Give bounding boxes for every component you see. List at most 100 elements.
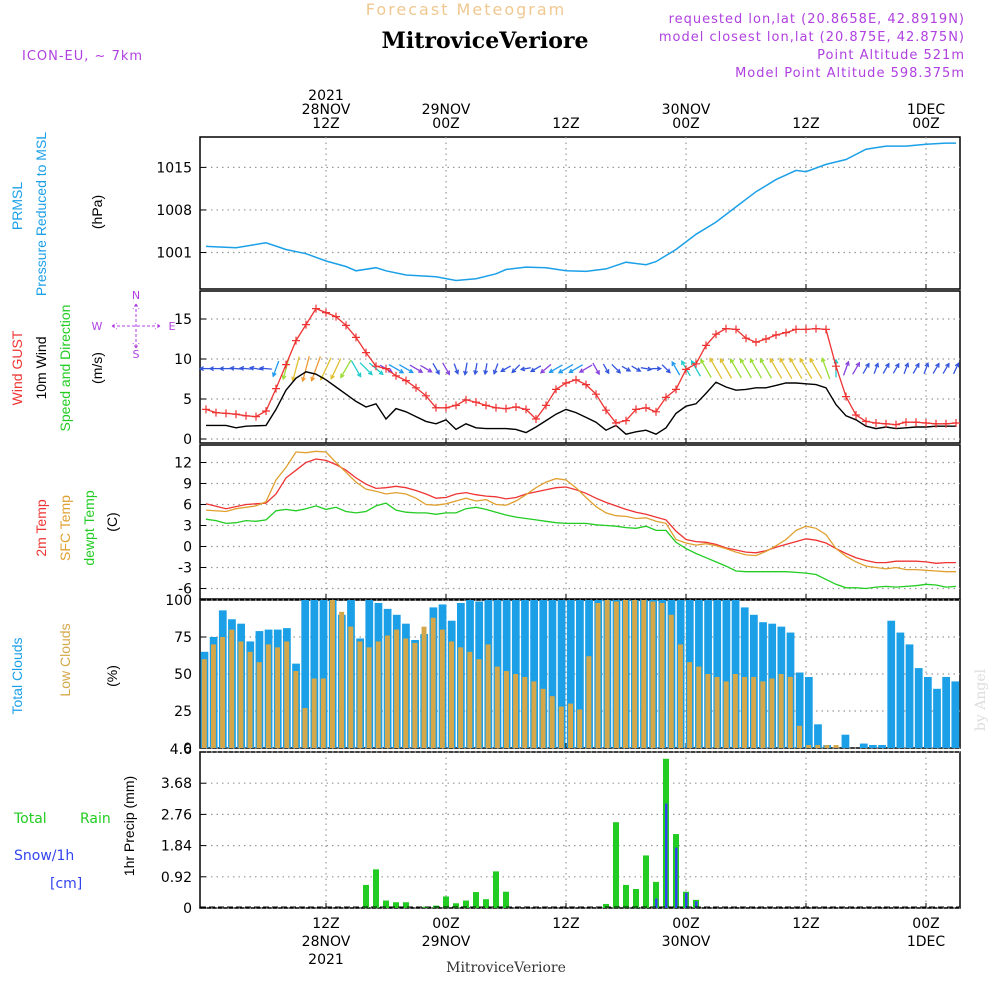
low-cloud-bar (742, 676, 747, 748)
gust-marker (422, 391, 430, 400)
low-cloud-bar (632, 600, 638, 748)
wind-arrow-head (709, 357, 714, 363)
wind-arrow (779, 357, 793, 380)
wind-arrow (548, 364, 563, 373)
wind-arrow (882, 362, 890, 374)
wind-arrow (483, 363, 489, 376)
model-altitude: Model Point Altitude 598.375m (735, 66, 965, 81)
low-cloud-bar (513, 674, 519, 748)
total-cloud-bar (319, 600, 328, 748)
snow-bar (665, 803, 668, 908)
wind-arrow (473, 363, 479, 376)
wind-arrow-head (229, 365, 235, 371)
low-cloud-bar (485, 644, 491, 748)
gust-marker (862, 417, 870, 426)
low-cloud-bar (384, 635, 390, 748)
compass-cross (111, 303, 161, 349)
wind-arrow-head (445, 370, 450, 376)
total-cloud-bar (539, 600, 548, 748)
wind-arrow (539, 363, 552, 374)
low-cloud-bar (586, 656, 592, 748)
low-cloud-bar (787, 676, 793, 748)
compass-e: E (169, 320, 176, 333)
compass-n: N (132, 289, 140, 302)
wind-arrow (578, 364, 593, 373)
total-cloud-bar (713, 600, 722, 748)
low-cloud-bar (558, 706, 564, 748)
wind-arrow-shaft (700, 359, 712, 378)
wind-arrow-head (408, 368, 414, 374)
gust-marker (612, 419, 620, 427)
gust-marker (412, 383, 420, 392)
gust-marker (352, 333, 360, 342)
low-cloud-bar (833, 745, 839, 748)
gust-marker (452, 401, 460, 410)
label-dewpt-temp: dewpt Temp (81, 490, 97, 565)
pressure-line (205, 142, 956, 282)
gust-marker (932, 419, 940, 428)
rain-bar (503, 891, 509, 908)
panel-frame-precip (199, 751, 961, 909)
gust-marker (802, 325, 810, 334)
wind-arrow-head (500, 367, 506, 372)
ytick-label-precip: 0 (183, 901, 192, 917)
gust-marker (252, 412, 260, 421)
wind-arrow-head (310, 376, 316, 382)
wind-arrow-shaft (558, 364, 574, 374)
low-cloud-bar (348, 626, 354, 748)
snow-bar (695, 901, 698, 908)
credit-watermark: by Angel (973, 668, 989, 731)
wind-arrow (271, 360, 280, 378)
wind-arrow-head (258, 365, 265, 371)
wind-arrow-shaft (340, 359, 352, 378)
wind-arrow-head (208, 366, 214, 372)
compass-w: W (92, 320, 103, 333)
ytick-label-pressure: 1001 (156, 246, 192, 262)
gust-marker (462, 395, 470, 404)
bottom-time-axis: 12Z 28NOV 2021 00Z 29NOV 12Z 00Z 30NOV 12Z 00Z 1DE… (302, 916, 946, 968)
wind-arrow-shaft (260, 367, 272, 370)
total-cloud-bar (905, 644, 914, 748)
gust-marker (692, 359, 700, 368)
low-cloud-bar (677, 644, 683, 748)
low-cloud-bar (824, 745, 830, 748)
low-cloud-bar (549, 696, 555, 748)
label-wind-gust: Wind GUST (9, 330, 25, 405)
low-cloud-bar (293, 671, 299, 748)
gust-marker (922, 419, 930, 427)
wind-arrow-head (671, 360, 676, 367)
wind-arrow-shaft (903, 363, 909, 375)
wind-arrow-shaft (779, 358, 793, 380)
wind-arrow (952, 362, 960, 375)
wind-arrow (258, 365, 272, 371)
bottom-tick-label: 28NOV (302, 934, 351, 950)
bottom-tick-label: 29NOV (422, 934, 471, 950)
top-tick-label: 2021 (308, 88, 344, 104)
rain-bar (613, 822, 619, 908)
wind-arrow (729, 358, 742, 379)
wind-arrow (432, 363, 440, 376)
wind-arrow-shaft (892, 363, 900, 374)
gust-marker (872, 419, 880, 427)
gust-marker (542, 401, 550, 410)
wind-arrow-shaft (398, 364, 414, 374)
label-snow: Snow/1h (14, 848, 74, 864)
gust-marker (242, 411, 250, 420)
low-cloud-bar (778, 674, 784, 748)
wind-arrow-head (356, 372, 362, 378)
wind-arrow-head (378, 370, 384, 376)
wind-arrow-shaft (420, 364, 432, 373)
low-cloud-bar (329, 600, 335, 748)
low-cloud-bar (751, 676, 757, 748)
wind-arrow-shaft (292, 356, 300, 381)
total-cloud-bar (887, 620, 896, 748)
wind-arrow-head (511, 368, 517, 374)
gust-marker (492, 403, 500, 412)
wind-arrow-shaft (311, 356, 321, 381)
gust-marker (432, 403, 440, 412)
total-cloud-bar (557, 600, 566, 748)
label-total: Total (13, 811, 47, 827)
low-cloud-bar (659, 602, 665, 748)
gust-marker (392, 371, 400, 380)
wind-arrow-head (340, 373, 345, 379)
